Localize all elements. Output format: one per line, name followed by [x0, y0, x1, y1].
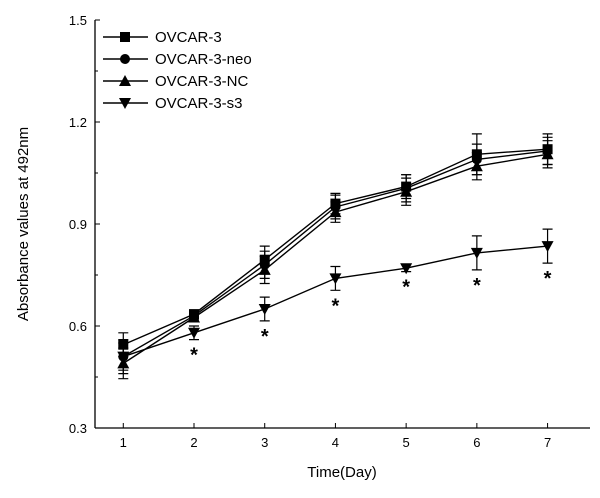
legend-label: OVCAR-3-neo [155, 51, 252, 68]
y-tick-label: 0.6 [69, 319, 87, 334]
data-point [258, 263, 271, 275]
y-tick-label: 0.9 [69, 217, 87, 232]
legend-marker-triangle-down [119, 98, 131, 109]
x-tick-label: 5 [403, 435, 410, 450]
data-point [258, 304, 271, 315]
x-tick-label: 2 [190, 435, 197, 450]
series-ovcar-3-s3 [117, 228, 554, 375]
significance-marker: * [544, 268, 552, 290]
y-tick-label: 1.2 [69, 115, 87, 130]
data-point [400, 263, 413, 275]
data-point [470, 160, 483, 172]
data-point [188, 327, 200, 339]
data-point [400, 185, 413, 197]
data-point [117, 351, 130, 363]
significance-marker: * [190, 345, 198, 367]
legend-marker-triangle-up [119, 75, 131, 86]
x-tick-label: 7 [544, 435, 551, 450]
significance-marker: * [402, 277, 410, 299]
significance-marker: * [473, 275, 481, 297]
series-line [122, 153, 548, 364]
legend-marker-circle [120, 54, 130, 64]
legend-label: OVCAR-3 [155, 29, 222, 46]
legend: OVCAR-3 OVCAR-3-neo OVCAR-3-NC OVCAR-3-s3 [103, 29, 252, 112]
series-line [122, 150, 548, 358]
data-point [188, 311, 200, 323]
data-point [329, 206, 342, 218]
x-tick-label: 3 [261, 435, 268, 450]
x-tick-label: 6 [473, 435, 480, 450]
series-ovcar-3-neo [118, 136, 553, 371]
legend-label: OVCAR-3-NC [155, 73, 249, 90]
data-point [541, 148, 554, 160]
data-marks: * * * * * * [117, 133, 554, 380]
series-ovcar-3 [118, 133, 553, 358]
x-axis-label: Time(Day) [307, 464, 376, 481]
axes: 0.3 0.6 0.9 1.2 1.5 1 2 3 4 5 6 7 [69, 13, 590, 450]
y-tick-label: 1.5 [69, 13, 87, 28]
legend-label: OVCAR-3-s3 [155, 95, 243, 112]
x-tick-label: 1 [120, 435, 127, 450]
data-point [329, 273, 342, 285]
y-axis-label: Absorbance values at 492nm [15, 127, 32, 321]
y-tick-label: 0.3 [69, 421, 87, 436]
significance-marker: * [332, 295, 340, 317]
x-tick-label: 4 [332, 435, 339, 450]
significance-marker: * [261, 326, 269, 348]
data-point [470, 247, 483, 259]
series-ovcar-3-nc [117, 140, 554, 380]
legend-marker-square [120, 32, 130, 42]
data-point [541, 241, 554, 253]
